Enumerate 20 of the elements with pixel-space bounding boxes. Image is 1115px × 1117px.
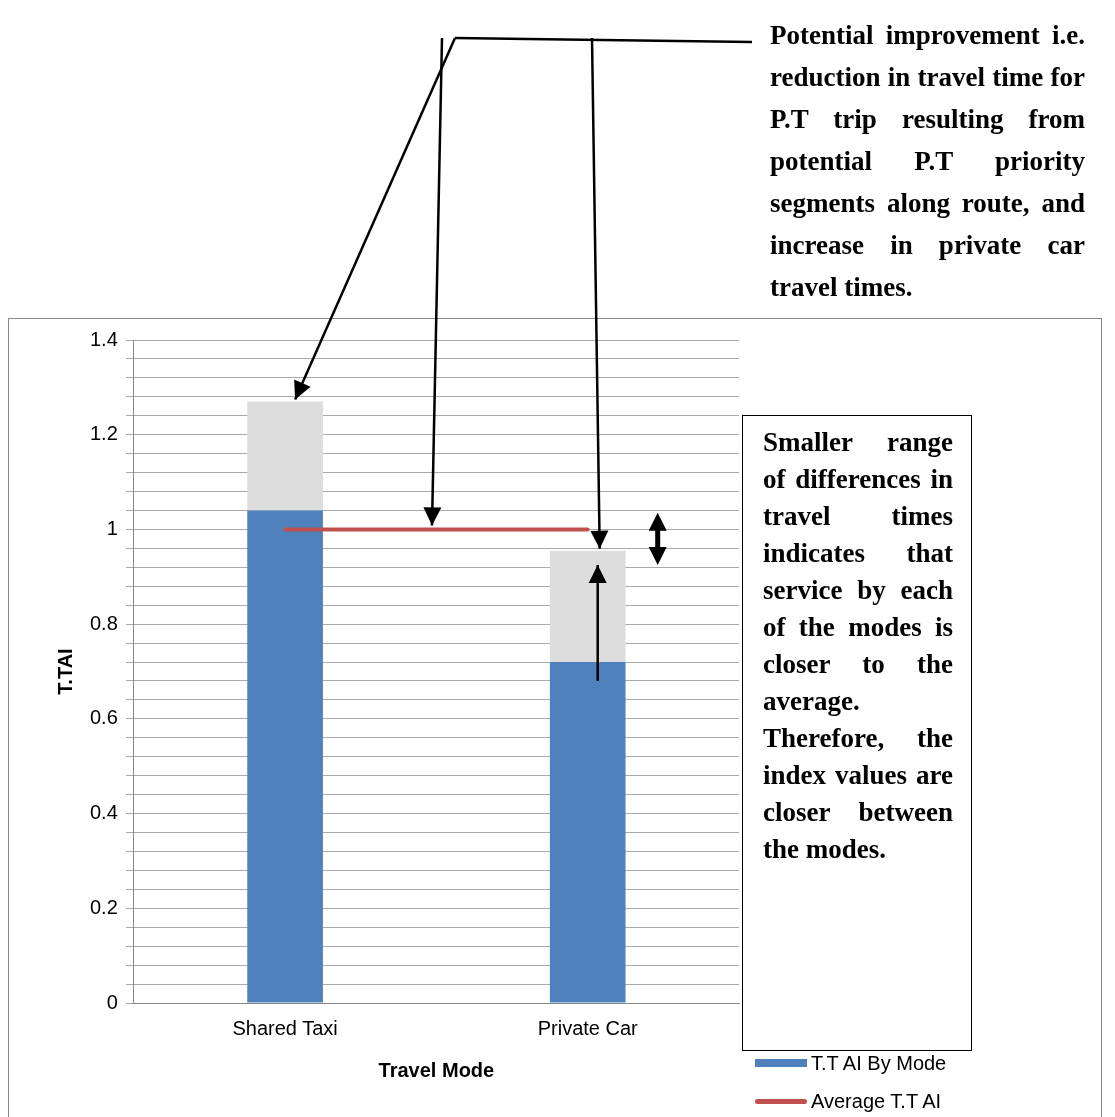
x-tick-label: Private Car	[537, 1016, 639, 1039]
text: Potential improvement i.e. reduction in travel time for P.T trip resulting from potential P.T priority segments along route, and increase in private car travel times.	[770, 19, 1085, 304]
y-tick-label: 1	[106, 516, 118, 539]
x-tick-label: Shared Taxi	[232, 1016, 338, 1039]
y-tick-label: 0	[106, 990, 118, 1013]
legend-label: T.T AI By Mode	[811, 1051, 947, 1075]
legend-label: Average T.T AI	[811, 1089, 942, 1113]
y-tick-label: 0.4	[89, 801, 118, 824]
y-tick-label: 0.6	[89, 706, 118, 729]
y-tick-label: 0.2	[89, 895, 118, 918]
bar	[247, 510, 323, 1003]
callout-box: Smaller range of differences in travel times indicates that service by each of the modes is closer to the average. Therefore, the index values are closer between the modes.	[742, 415, 972, 1051]
y-tick-label: 1.4	[89, 327, 118, 350]
y-axis-title: T.TAI	[53, 648, 76, 695]
y-tick-label: 1.2	[89, 422, 118, 445]
bar	[247, 401, 323, 511]
bar	[549, 662, 626, 1003]
bar	[549, 550, 626, 663]
y-tick-label: 0.8	[89, 611, 118, 634]
x-axis-title: Travel Mode	[378, 1058, 495, 1081]
